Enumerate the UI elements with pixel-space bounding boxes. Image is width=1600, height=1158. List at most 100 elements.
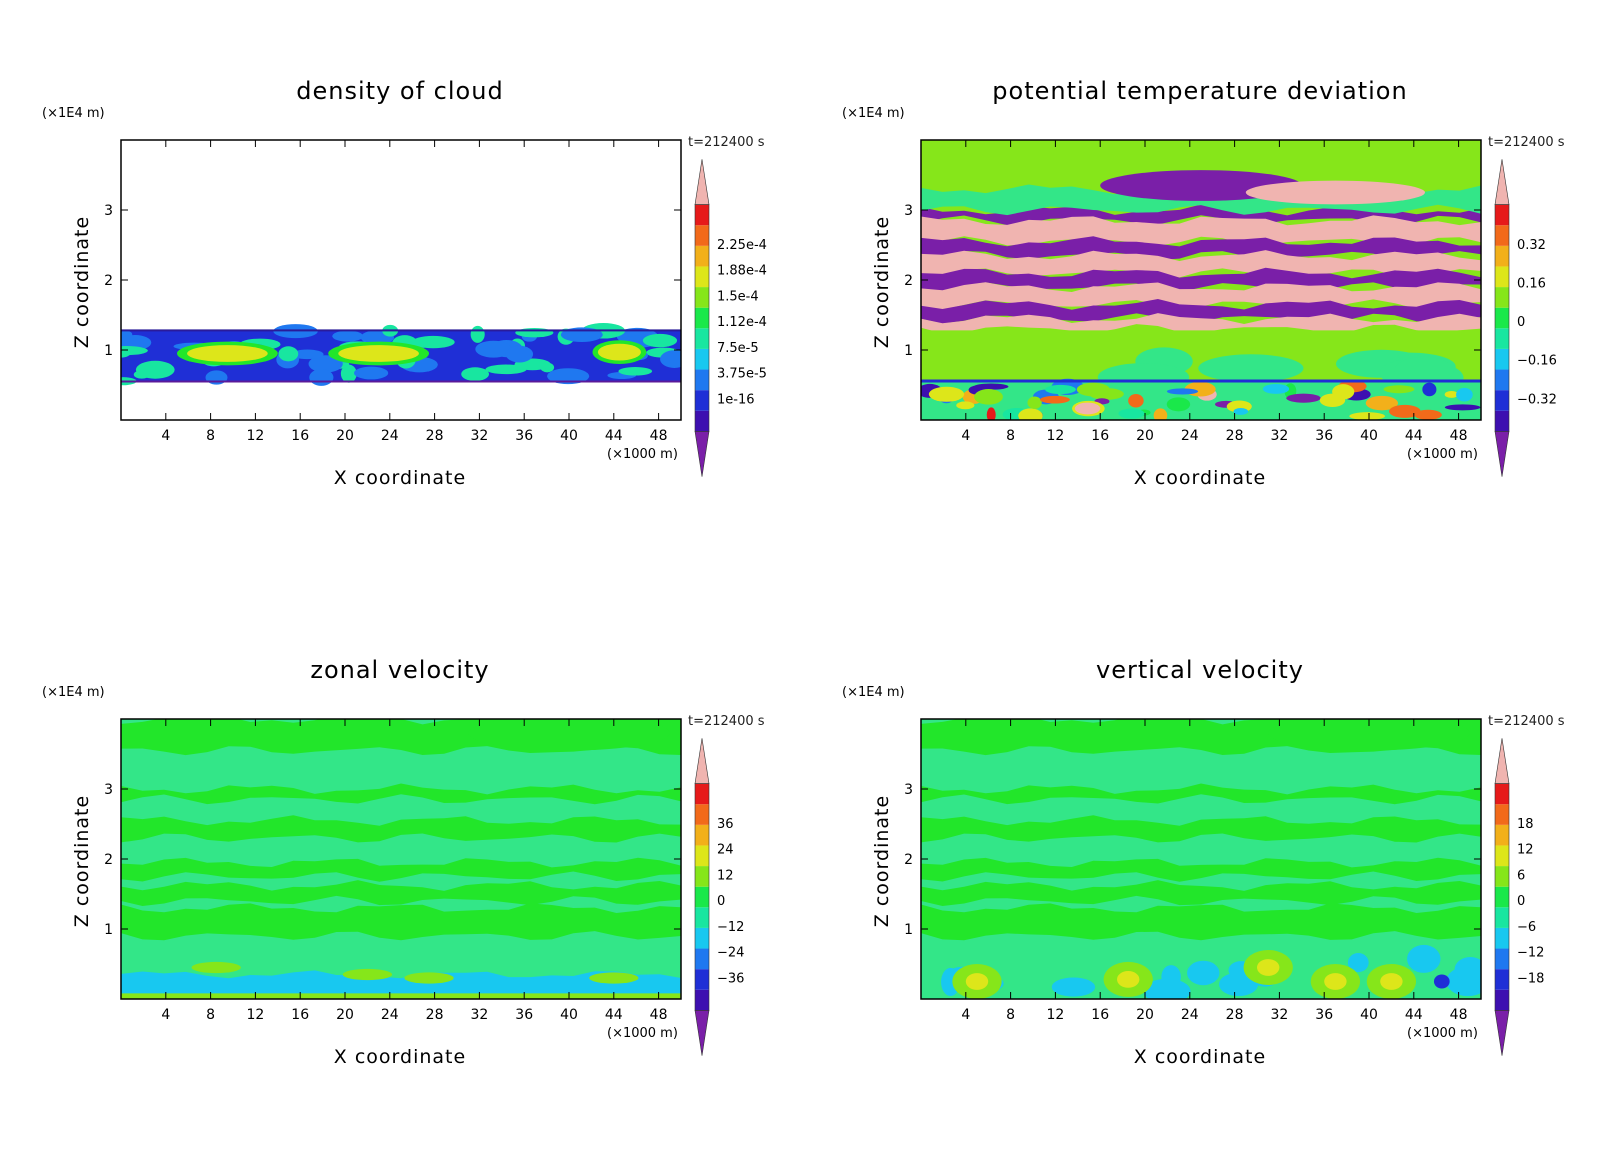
velocity-band xyxy=(921,880,1481,906)
colorbar-segment xyxy=(1495,204,1509,226)
colorbar-label: 24 xyxy=(717,843,734,858)
velocity-patch xyxy=(1268,719,1470,751)
field-bg xyxy=(921,719,1481,999)
plot-area xyxy=(120,718,682,1000)
theta-band xyxy=(921,250,1481,279)
x-tick-label: 40 xyxy=(560,1007,578,1023)
x-axis-label: X coordinate xyxy=(334,1046,466,1068)
updraft-core xyxy=(965,973,989,990)
colorbar-label: 6 xyxy=(1517,868,1525,883)
colorbar-segment xyxy=(1495,866,1509,887)
cloud-patch xyxy=(308,355,343,373)
x-tick-label: 8 xyxy=(206,1007,215,1023)
y-tick-label: 1 xyxy=(904,343,913,359)
theta-warm-anomaly xyxy=(1245,180,1425,205)
cloud-patch xyxy=(475,340,512,358)
y-tick-label: 3 xyxy=(904,203,913,219)
cloud-patch xyxy=(470,325,485,343)
x-tick-label: 44 xyxy=(605,428,623,444)
x-tick-label: 8 xyxy=(206,428,215,444)
colorbar-segment xyxy=(695,866,709,887)
x-axis-label: X coordinate xyxy=(1134,467,1266,489)
theta-band xyxy=(921,236,1481,260)
colorbar-label: 12 xyxy=(717,868,734,883)
colorbar-segment xyxy=(1495,783,1509,805)
chart-title: density of cloud xyxy=(296,77,503,105)
velocity-surface-band xyxy=(121,993,681,999)
plot-area xyxy=(120,139,682,421)
colorbar-frame xyxy=(1494,783,1510,1011)
colorbar-segment xyxy=(1495,886,1509,908)
colorbar-segment xyxy=(695,204,709,226)
colorbar-label: 0.32 xyxy=(1517,238,1546,253)
theta-patch xyxy=(1394,356,1454,385)
x-tick-label: 36 xyxy=(1315,428,1333,444)
x-tick-label: 16 xyxy=(291,1007,309,1023)
velocity-band xyxy=(121,783,681,805)
velocity-cell xyxy=(1218,972,1259,997)
colorbar-segment xyxy=(1495,948,1509,970)
theta-eddy xyxy=(1128,394,1144,408)
cloud-patch xyxy=(290,349,324,360)
x-units-label: (×1000 m) xyxy=(607,1026,678,1041)
x-tick-label: 24 xyxy=(381,428,399,444)
colorbar-label: −0.16 xyxy=(1517,354,1557,369)
colorbar-segment xyxy=(1495,245,1509,267)
theta-eddy xyxy=(1045,384,1076,395)
velocity-band xyxy=(121,815,681,843)
y-units-label: (×1E4 m) xyxy=(42,685,105,700)
x-tick-label: 36 xyxy=(515,428,533,444)
x-units-label: (×1000 m) xyxy=(1407,447,1478,462)
theta-eddy xyxy=(1262,383,1290,394)
panel-potential-temperature-deviation: potential temperature deviation (×1E4 m)… xyxy=(800,0,1600,579)
x-tick-label: 24 xyxy=(381,1007,399,1023)
colorbar-segment xyxy=(695,886,709,908)
cloud-patch xyxy=(660,350,681,368)
y-units-label: (×1E4 m) xyxy=(842,685,905,700)
colorbar-label: 0 xyxy=(1517,315,1525,330)
colorbar-arrow-low xyxy=(1494,431,1510,477)
x-tick-label: 24 xyxy=(1181,428,1199,444)
y-tick-label: 3 xyxy=(104,203,113,219)
colorbar-segment xyxy=(695,245,709,267)
velocity-cell xyxy=(191,961,241,974)
y-axis-label: Z coordinate xyxy=(871,795,893,927)
theta-eddy xyxy=(1074,402,1101,415)
updraft-core xyxy=(1324,973,1347,990)
theta-eddy xyxy=(956,401,975,410)
velocity-cell xyxy=(1161,965,1181,989)
theta-band xyxy=(921,267,1481,293)
theta-eddy xyxy=(1456,387,1473,402)
x-tick-label: 12 xyxy=(1046,1007,1064,1023)
colorbar-segment xyxy=(1495,824,1509,846)
x-tick-label: 32 xyxy=(470,1007,488,1023)
x-tick-label: 40 xyxy=(1360,428,1378,444)
colorbar-label: −12 xyxy=(1517,946,1544,961)
colorbar-segment xyxy=(1495,225,1509,246)
y-tick-label: 2 xyxy=(104,273,113,289)
theta-eddy xyxy=(1349,412,1386,420)
theta-eddy xyxy=(1422,382,1437,397)
colorbar-frame xyxy=(694,783,710,1011)
colorbar: 0.32 0.16 0 −0.16 −0.32 xyxy=(1494,159,1557,477)
colorbar-label: 0 xyxy=(717,894,725,909)
x-tick-label: 20 xyxy=(336,428,354,444)
cloud-patch xyxy=(121,346,148,356)
cloud-top-edge xyxy=(121,329,681,332)
colorbar-label: 1.88e-4 xyxy=(717,264,767,279)
velocity-patch xyxy=(468,719,670,751)
y-units-label: (×1E4 m) xyxy=(42,106,105,121)
theta-eddy xyxy=(1388,404,1421,418)
velocity-cell xyxy=(1051,977,1096,997)
chart-title: vertical velocity xyxy=(1096,656,1304,684)
x-tick-label: 4 xyxy=(961,1007,970,1023)
velocity-low-band xyxy=(121,970,681,999)
colorbar-segment xyxy=(695,348,709,370)
cloud-patch xyxy=(309,369,334,386)
x-tick-label: 32 xyxy=(470,428,488,444)
y-tick-label: 1 xyxy=(104,922,113,938)
x-tick-label: 44 xyxy=(605,1007,623,1023)
cloud-base-edge xyxy=(121,380,681,383)
theta-eddy xyxy=(1027,396,1042,409)
